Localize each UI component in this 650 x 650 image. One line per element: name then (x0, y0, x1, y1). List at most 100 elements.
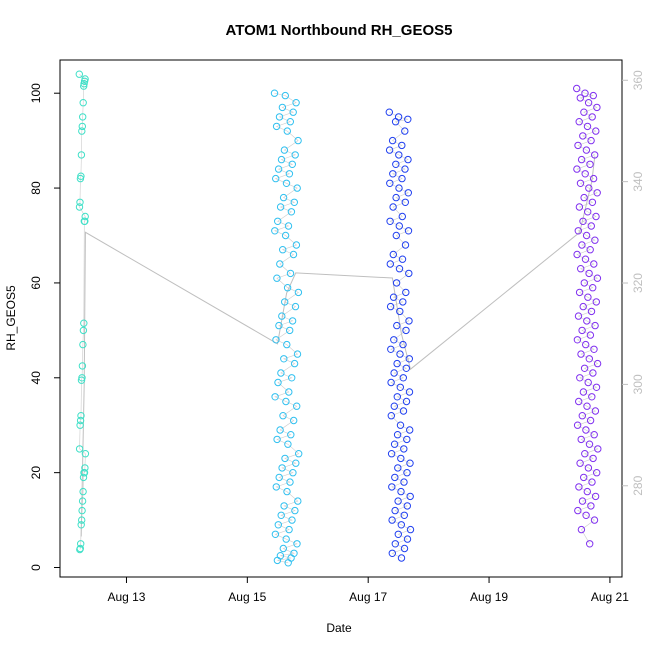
data-point (390, 336, 398, 344)
data-point (388, 516, 396, 524)
plot-box (59, 59, 623, 578)
data-point (391, 473, 399, 482)
data-point (287, 208, 296, 216)
data-point (394, 497, 402, 505)
data-point (388, 483, 396, 491)
data-point (391, 506, 399, 515)
data-point (281, 298, 289, 306)
data-point (273, 556, 282, 565)
data-point (573, 165, 581, 173)
data-point (398, 141, 406, 150)
data-point (76, 174, 85, 183)
data-point (290, 198, 298, 207)
data-point (279, 246, 287, 254)
data-point (293, 350, 302, 358)
data-point (288, 160, 296, 169)
data-point (283, 127, 291, 135)
data-point (588, 393, 596, 401)
data-point (395, 184, 403, 192)
data-point (286, 118, 294, 126)
data-point (278, 464, 286, 472)
x-tick-label: Aug 21 (591, 590, 629, 604)
data-point (406, 492, 414, 501)
data-point (292, 241, 301, 249)
data-point (79, 99, 87, 107)
data-point (583, 122, 592, 131)
data-point (77, 376, 86, 384)
data-point (277, 369, 285, 377)
data-point (583, 402, 591, 410)
data-point (283, 284, 292, 292)
data-point (279, 193, 288, 202)
data-point (286, 269, 295, 278)
data-point (289, 108, 297, 116)
data-point (395, 265, 404, 273)
data-point (402, 288, 410, 297)
data-point (271, 530, 280, 538)
line-series (79, 73, 599, 564)
data-point (276, 260, 284, 268)
data-point (79, 487, 87, 496)
data-point (401, 241, 410, 249)
data-point (288, 516, 296, 524)
data-point (394, 464, 402, 472)
data-point (272, 174, 280, 183)
data-point (294, 136, 302, 145)
data-point (79, 473, 88, 482)
data-point (387, 345, 395, 353)
data-point (404, 227, 413, 235)
data-point (386, 217, 394, 226)
data-point (580, 193, 588, 202)
data-point (390, 440, 399, 448)
data-point (76, 198, 84, 207)
data-point (589, 369, 597, 377)
data-point (581, 255, 590, 263)
data-point (388, 136, 397, 145)
data-point (293, 184, 301, 192)
data-point (404, 189, 412, 197)
data-point (403, 535, 412, 543)
data-point (402, 326, 410, 335)
data-point (585, 269, 593, 278)
data-point (399, 340, 407, 349)
data-point (576, 374, 584, 382)
data-point (275, 473, 283, 482)
data-point (586, 540, 594, 548)
data-point (405, 388, 414, 396)
y-tick-label: 40 (29, 371, 43, 385)
data-point (403, 435, 411, 444)
data-point (588, 113, 596, 121)
line-trace (79, 73, 86, 550)
data-point (282, 179, 291, 188)
data-point (587, 136, 595, 145)
data-point (580, 473, 588, 482)
data-point (392, 279, 401, 287)
y-tick-label: 100 (29, 83, 43, 103)
data-point (584, 208, 592, 216)
chart-title: ATOM1 Northbound RH_GEOS5 (226, 22, 453, 39)
data-point (400, 544, 409, 553)
data-point (280, 355, 288, 363)
y-tick-label: 60 (29, 276, 43, 290)
data-point (385, 146, 394, 154)
data-point (574, 141, 582, 150)
data-point (386, 260, 394, 268)
data-point (293, 402, 301, 410)
y2-tick-label: 360 (631, 70, 645, 90)
data-point (396, 350, 404, 358)
data-point (579, 217, 587, 226)
data-point (592, 383, 601, 391)
data-point (579, 388, 588, 396)
data-point (80, 217, 89, 226)
data-point (387, 450, 396, 458)
data-point (279, 412, 287, 420)
data-point (80, 82, 88, 90)
data-point (400, 511, 408, 519)
data-point (593, 274, 602, 282)
data-point (401, 127, 409, 135)
data-point (79, 326, 88, 335)
data-point (78, 362, 87, 370)
y-axis: 0 20 40 60 80 100 (29, 83, 60, 571)
data-point (585, 355, 593, 363)
data-point (396, 421, 405, 429)
